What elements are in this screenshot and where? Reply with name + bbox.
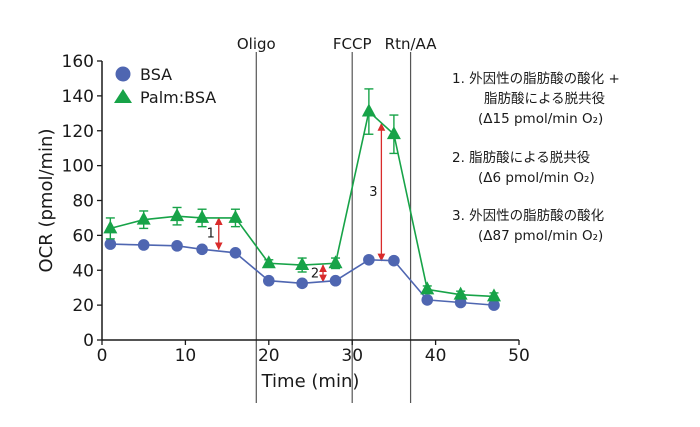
data-point-circle [329,274,342,287]
annotation-2-line-1: 2. 脂肪酸による脱共役 [452,150,591,166]
y-tick-label: 40 [72,261,94,281]
data-point-triangle [386,126,401,140]
y-tick-label: 140 [62,87,94,107]
annotation-2-line-2: (Δ6 pmol/min O₂) [478,170,595,186]
legend-label-2: Palm:BSA [140,88,216,107]
legend: BSA Palm:BSA [114,65,216,107]
annotation-1: 1. 外因性の脂肪酸の酸化 + 脂肪酸による脱共役 (Δ15 pmol/min … [452,69,620,129]
difference-arrow-label-1: 1 [207,227,215,242]
annotation-1-line-3: (Δ15 pmol/min O₂) [478,111,604,127]
data-point-triangle [486,288,501,302]
data-point-circle [196,243,208,256]
data-point-circle [388,254,400,267]
data-point-circle [137,239,150,251]
data-point-triangle [136,211,151,225]
x-tick-label: 40 [425,346,447,366]
data-point-triangle [261,255,276,269]
x-tick-label: 10 [175,346,197,366]
data-point-circle [296,277,308,290]
injection-label-3: Rtn/AA [385,35,438,53]
y-tick-label: 0 [83,331,94,351]
data-point-circle [488,299,500,311]
annotation-1-line-2: 脂肪酸による脱共役 [484,91,606,107]
annotation-3-line-2: (Δ87 pmol/min O₂) [478,228,604,244]
injection-label-2: FCCP [333,35,372,53]
y-tick-label: 20 [72,296,94,316]
data-point-triangle [228,209,243,223]
data-point-triangle [295,256,310,270]
data-point-triangle [103,220,118,234]
y-tick-label: 100 [62,157,94,177]
axes: 0 20 40 60 80 100 120 140 160 0 10 20 30 40 50 Time (mi… [36,52,530,392]
data-point-circle [229,247,242,259]
data-point-triangle [328,255,343,269]
data-point-circle [454,296,467,309]
legend-marker-1 [115,66,131,82]
y-tick-label: 160 [62,52,94,72]
difference-arrow-label-3: 3 [369,185,377,200]
annotation-3: 3. 外因性の脂肪酸の酸化 (Δ87 pmol/min O₂) [452,206,604,246]
y-axis-title: OCR (pmol/min) [36,129,57,273]
data-point-triangle [420,281,435,295]
x-tick-label: 0 [97,346,108,366]
x-tick-label: 20 [258,346,280,366]
legend-label-1: BSA [140,65,172,84]
x-axis-title: Time (min) [261,371,360,392]
difference-arrows: 1 2 3 [207,122,386,283]
data-point-triangle [170,208,185,222]
data-point-triangle [453,286,468,300]
x-tick-label: 30 [341,346,363,366]
series-group [103,88,501,311]
data-point-triangle [195,209,210,223]
data-point-circle [421,294,434,306]
legend-marker-2 [114,89,132,103]
series-line-1 [110,243,495,306]
data-point-circle [171,240,183,252]
annotation-1-line-1: 1. 外因性の脂肪酸の酸化 + [452,71,620,87]
y-tick-label: 120 [62,122,94,142]
y-tick-label: 60 [72,226,94,246]
annotation-3-line-1: 3. 外因性の脂肪酸の酸化 [452,208,605,224]
annotation-2: 2. 脂肪酸による脱共役 (Δ6 pmol/min O₂) [452,148,595,188]
injection-label-1: Oligo [237,35,276,53]
x-tick-label: 50 [508,346,530,366]
injection-lines: Oligo FCCP Rtn/AA [237,35,437,403]
data-point-circle [104,238,117,250]
data-point-circle [263,274,275,287]
data-point-circle [363,253,375,266]
data-point-triangle [361,103,376,117]
y-tick-label: 80 [72,192,94,212]
difference-arrow-label-2: 2 [311,266,319,281]
